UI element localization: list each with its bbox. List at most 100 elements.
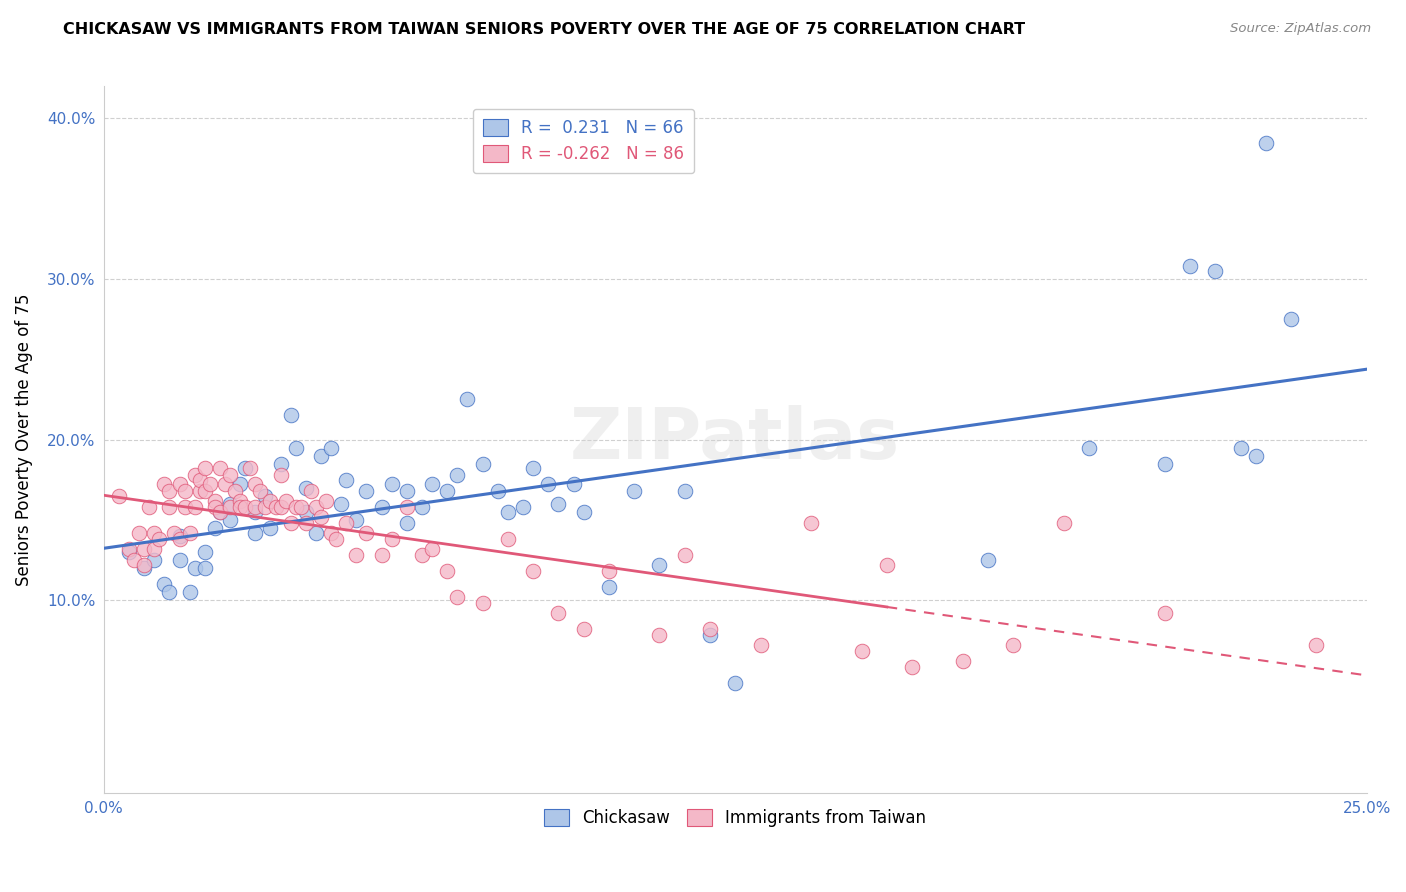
Point (356, 483, 378, 498)
Point (699, 622, 721, 636)
Point (194, 461, 217, 475)
Point (233, 461, 256, 475)
Point (309, 509, 332, 524)
Point (280, 516, 302, 530)
Legend: Chickasaw, Immigrants from Taiwan: Chickasaw, Immigrants from Taiwan (537, 802, 934, 834)
Point (169, 553, 191, 567)
Point (749, 638, 772, 652)
Point (270, 467, 292, 482)
Point (284, 441, 307, 455)
Text: Source: ZipAtlas.com: Source: ZipAtlas.com (1230, 22, 1371, 36)
Point (1153, 606, 1175, 620)
Point (1305, 638, 1327, 652)
Point (229, 493, 252, 508)
Point (194, 561, 217, 575)
Point (157, 585, 180, 599)
Point (381, 477, 404, 491)
Point (623, 483, 645, 498)
Point (411, 500, 433, 514)
Point (169, 532, 191, 546)
Point (219, 497, 242, 511)
Point (264, 500, 287, 514)
Point (537, 477, 560, 491)
Point (169, 477, 191, 491)
Point (245, 525, 267, 540)
Point (295, 516, 318, 530)
Point (1002, 638, 1025, 652)
Point (456, 392, 478, 407)
Point (183, 467, 205, 482)
Point (245, 477, 267, 491)
Point (194, 483, 217, 498)
Point (572, 505, 595, 519)
Point (108, 489, 131, 503)
Point (800, 516, 823, 530)
Point (179, 585, 201, 599)
Point (1053, 516, 1076, 530)
Point (562, 477, 585, 491)
Point (1229, 441, 1251, 455)
Point (143, 541, 166, 556)
Point (219, 500, 242, 514)
Point (496, 532, 519, 546)
Point (204, 493, 226, 508)
Point (208, 505, 231, 519)
Point (118, 541, 141, 556)
Point (319, 441, 342, 455)
Point (648, 628, 671, 642)
Point (128, 525, 150, 540)
Point (148, 532, 170, 546)
Point (547, 497, 569, 511)
Point (1279, 312, 1302, 326)
Point (471, 457, 494, 471)
Point (598, 564, 620, 578)
Point (319, 525, 342, 540)
Point (876, 558, 898, 572)
Point (183, 561, 205, 575)
Point (173, 500, 195, 514)
Point (280, 409, 302, 423)
Point (572, 622, 595, 636)
Point (295, 481, 318, 495)
Point (1178, 259, 1201, 273)
Point (208, 505, 231, 519)
Point (420, 477, 443, 491)
Point (648, 558, 671, 572)
Point (290, 500, 312, 514)
Point (547, 606, 569, 620)
Point (315, 493, 337, 508)
Point (335, 516, 357, 530)
Point (163, 525, 186, 540)
Point (118, 545, 141, 559)
Point (699, 628, 721, 642)
Point (245, 505, 267, 519)
Point (598, 580, 620, 594)
Point (157, 483, 180, 498)
Point (194, 545, 217, 559)
Point (239, 461, 262, 475)
Point (153, 477, 176, 491)
Point (305, 500, 328, 514)
Point (295, 505, 318, 519)
Point (325, 532, 347, 546)
Point (436, 564, 458, 578)
Text: CHICKASAW VS IMMIGRANTS FROM TAIWAN SENIORS POVERTY OVER THE AGE OF 75 CORRELATI: CHICKASAW VS IMMIGRANTS FROM TAIWAN SENI… (63, 22, 1025, 37)
Point (229, 477, 252, 491)
Point (173, 483, 195, 498)
Point (270, 457, 292, 471)
Point (219, 513, 242, 527)
Point (330, 497, 353, 511)
Point (274, 493, 297, 508)
Point (284, 500, 307, 514)
Point (395, 516, 418, 530)
Point (673, 483, 696, 498)
Point (309, 449, 332, 463)
Point (153, 577, 176, 591)
Point (1204, 264, 1226, 278)
Point (245, 500, 267, 514)
Point (122, 553, 145, 567)
Point (138, 500, 160, 514)
Point (299, 483, 322, 498)
Point (208, 461, 231, 475)
Point (420, 541, 443, 556)
